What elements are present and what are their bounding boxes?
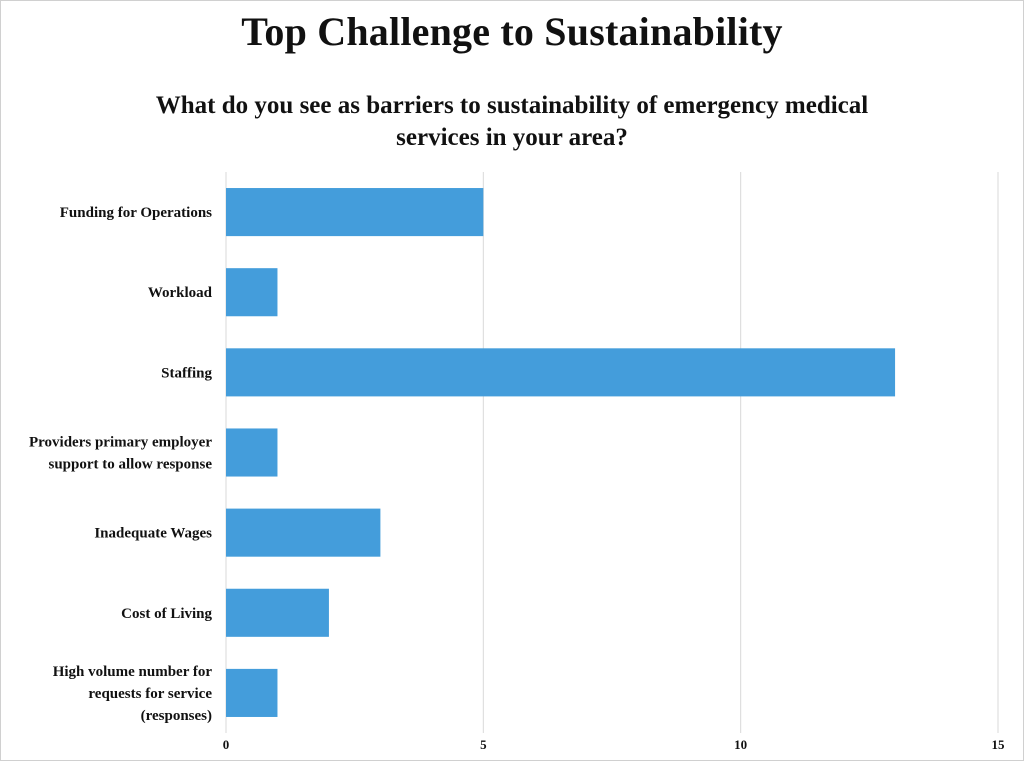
- category-label-line: High volume number for: [53, 664, 213, 680]
- category-label-2: Staffing: [161, 365, 212, 381]
- category-label-4: Inadequate Wages: [94, 526, 212, 542]
- category-label-line: requests for service: [88, 686, 212, 702]
- bar-5: [226, 588, 329, 637]
- x-tick-label-3: 15: [992, 737, 1006, 752]
- chart-subtitle: What do you see as barriers to sustainab…: [155, 92, 869, 151]
- x-tick-label-2: 10: [734, 737, 747, 752]
- bar-6: [226, 668, 278, 717]
- category-label-3: Providers primary employer support to all…: [29, 435, 212, 473]
- category-label-1: Workload: [148, 285, 213, 301]
- chart-title: Top Challenge to Sustainability: [241, 9, 783, 54]
- category-label-line: Cost of Living: [121, 606, 212, 622]
- x-tick-label-1: 5: [480, 737, 487, 752]
- category-label-6: High volume number for requests for servi…: [53, 664, 213, 724]
- category-label-line: Funding for Operations: [60, 205, 212, 221]
- bar-0: [226, 188, 484, 237]
- category-label-line: (responses): [141, 708, 212, 724]
- category-label-line: Staffing: [161, 365, 212, 381]
- bar-2: [226, 348, 896, 397]
- bar-3: [226, 428, 278, 477]
- gridlines: [225, 172, 999, 733]
- bar-4: [226, 508, 381, 557]
- bar-1: [226, 268, 278, 317]
- category-labels: Funding for Operations Workload Staffing Pr…: [29, 205, 213, 724]
- x-axis-tick-labels: 0 5 10 15: [223, 737, 1005, 752]
- x-tick-label-0: 0: [223, 737, 230, 752]
- category-label-line: support to allow response: [49, 457, 213, 473]
- category-label-line: Inadequate Wages: [94, 526, 212, 542]
- category-label-line: Workload: [148, 285, 213, 301]
- bars: [226, 188, 896, 717]
- category-label-0: Funding for Operations: [60, 205, 212, 221]
- category-label-5: Cost of Living: [121, 606, 212, 622]
- category-label-line: Providers primary employer: [29, 435, 212, 451]
